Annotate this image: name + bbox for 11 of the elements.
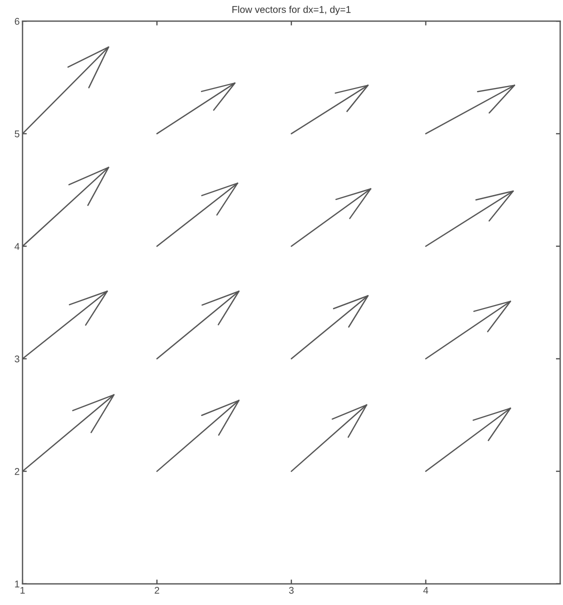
x-tick-label: 3 <box>289 586 294 594</box>
x-tick-label: 2 <box>154 586 160 594</box>
y-tick-label: 5 <box>14 130 20 138</box>
x-tick-label: 4 <box>423 586 428 594</box>
y-tick-label: 6 <box>14 18 20 25</box>
x-tick-label: 1 <box>20 586 25 594</box>
y-tick-label: 4 <box>14 243 20 250</box>
y-tick-label: 1 <box>15 580 20 588</box>
y-tick-label: 3 <box>14 356 20 362</box>
y-tick-label: 2 <box>14 468 20 475</box>
chart-title: Flow vectors for dx=1, dy=1 <box>232 6 351 15</box>
